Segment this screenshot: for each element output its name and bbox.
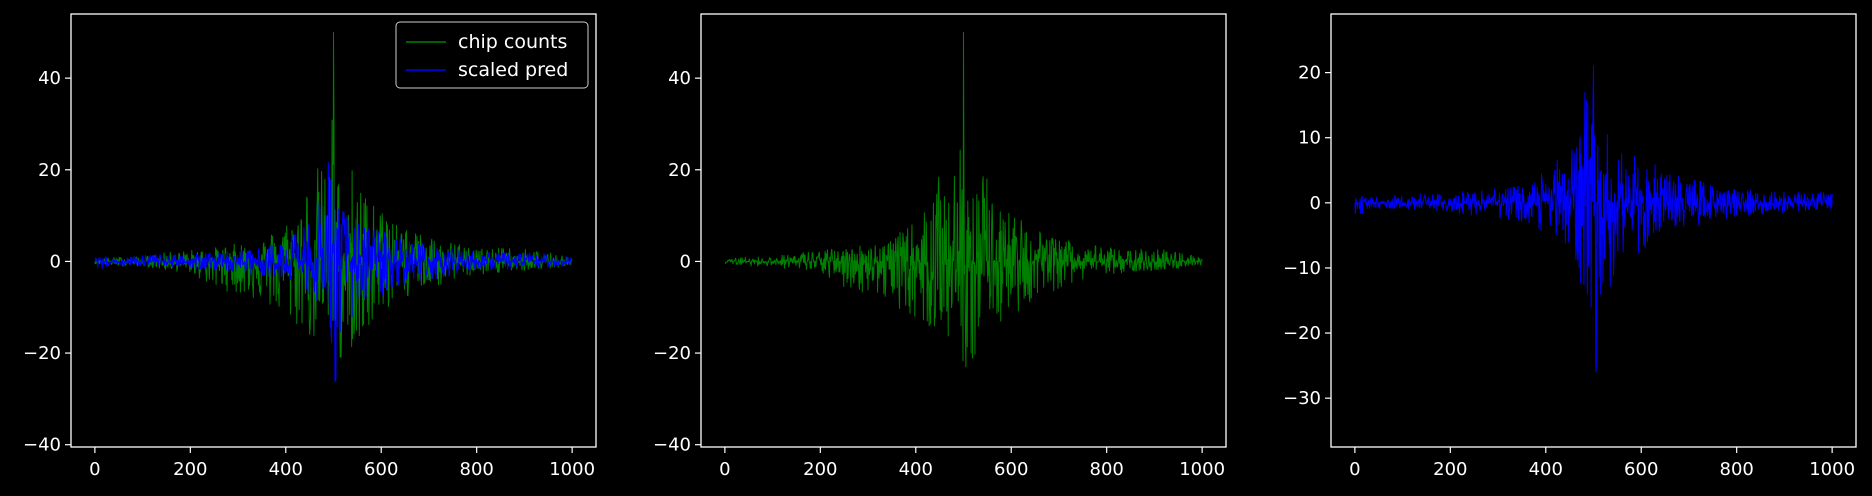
x-tick-label: 600	[364, 459, 398, 480]
x-tick-label: 200	[803, 459, 837, 480]
x-tick-label: 0	[719, 459, 730, 480]
y-tick-label: 40	[38, 68, 61, 89]
y-tick-label: 20	[668, 160, 691, 181]
axes-frame	[1330, 13, 1857, 448]
chart-panel-2: 0 200 400 600 800 1000 −40 −20 0 20 40	[653, 13, 1227, 480]
y-tick-label: 20	[38, 160, 61, 181]
y-tick-label: −20	[1283, 323, 1321, 344]
x-tick-label: 400	[269, 459, 303, 480]
x-tick-label: 600	[994, 459, 1028, 480]
x-tick-label: 1000	[1179, 459, 1225, 480]
series-line-scaled-pred	[94, 161, 573, 383]
x-tick-label: 800	[460, 459, 494, 480]
x-tick-label: 200	[1433, 459, 1467, 480]
axes-frame	[70, 13, 597, 448]
x-tick-label: 200	[173, 459, 207, 480]
y-tick-label: 20	[1298, 63, 1321, 84]
y-tick-label: −20	[23, 343, 61, 364]
y-tick-label: 0	[1310, 193, 1321, 214]
x-tick-label: 0	[89, 459, 100, 480]
y-tick-label: 40	[668, 68, 691, 89]
x-tick-label: 400	[1529, 459, 1563, 480]
y-tick-label: 10	[1298, 128, 1321, 149]
x-tick-label: 400	[899, 459, 933, 480]
y-tick-label: −30	[1283, 388, 1321, 409]
y-tick-label: −10	[1283, 258, 1321, 279]
x-tick-label: 1000	[549, 459, 595, 480]
legend: chip counts scaled pred	[395, 21, 589, 89]
x-tick-label: 600	[1624, 459, 1658, 480]
legend-box	[395, 21, 589, 89]
x-tick-label: 0	[1349, 459, 1360, 480]
y-tick-label: −40	[23, 435, 61, 456]
legend-label: scaled pred	[458, 59, 568, 81]
x-tick-label: 1000	[1809, 459, 1855, 480]
y-tick-label: 0	[680, 251, 691, 272]
y-tick-label: −40	[653, 435, 691, 456]
chart-panel-1: 0 200 400 600 800 1000 −40 −20 0 20 40 chip counts s…	[23, 13, 597, 480]
axes-frame	[700, 13, 1227, 448]
series-line-green	[724, 31, 1203, 368]
y-tick-label: −20	[653, 343, 691, 364]
y-tick-label: 0	[50, 251, 61, 272]
legend-label: chip counts	[458, 31, 567, 53]
x-tick-label: 800	[1720, 459, 1754, 480]
chart-panel-3: 0 200 400 600 800 1000 −30 −20 −10 0 10 20	[1283, 13, 1857, 480]
x-tick-label: 800	[1090, 459, 1124, 480]
series-line-blue	[1354, 65, 1833, 373]
